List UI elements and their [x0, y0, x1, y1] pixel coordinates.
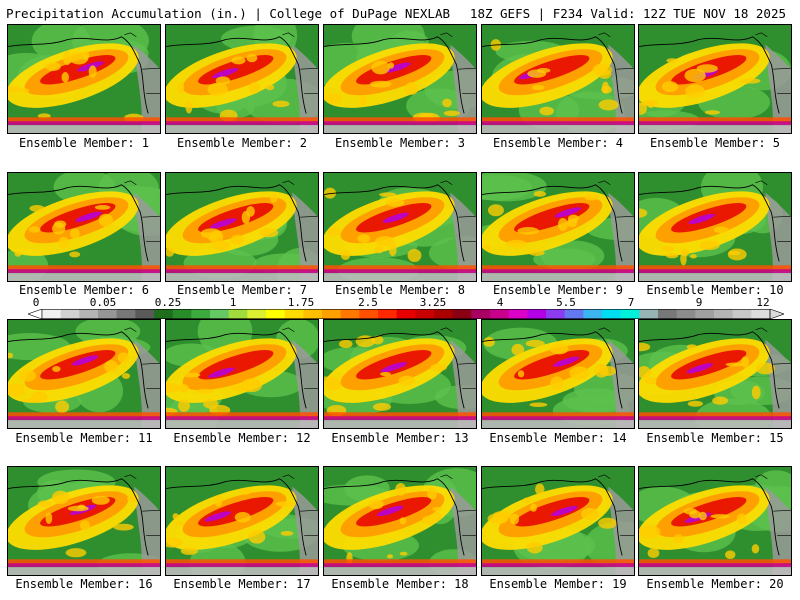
- colorbar-swatch: [583, 309, 603, 319]
- colorbar-swatch: [732, 309, 752, 319]
- colorbar-swatch: [154, 309, 174, 319]
- ensemble-member-label: Ensemble Member: 7: [176, 283, 308, 297]
- ensemble-member-label: Ensemble Member: 11: [15, 431, 153, 445]
- colorbar-swatch: [602, 309, 622, 319]
- ensemble-member-map-12: [165, 319, 319, 429]
- colorbar-swatch: [284, 309, 304, 319]
- colorbar-swatch: [564, 309, 584, 319]
- colorbar-tick-label: 0: [32, 296, 40, 309]
- ensemble-member-map-15: [638, 319, 792, 429]
- colorbar-swatch: [415, 309, 435, 319]
- colorbar-swatch: [135, 309, 155, 319]
- colorbar-min-arrow: [28, 309, 43, 319]
- ensemble-member-label: Ensemble Member: 9: [492, 283, 624, 297]
- colorbar-swatch: [508, 309, 528, 319]
- colorbar-swatch: [434, 309, 454, 319]
- ensemble-member-label: Ensemble Member: 15: [646, 431, 784, 445]
- ensemble-member-label: Ensemble Member: 12: [173, 431, 311, 445]
- colorbar-tick-label: 0.25: [154, 296, 182, 309]
- ensemble-member-label: Ensemble Member: 18: [331, 577, 469, 591]
- ensemble-member-map-6: [7, 172, 161, 282]
- ensemble-member-label: Ensemble Member: 2: [176, 136, 308, 150]
- ensemble-member-map-17: [165, 466, 319, 576]
- ensemble-member-map-20: [638, 466, 792, 576]
- colorbar-tick-label: 2.5: [358, 296, 378, 309]
- colorbar-swatch: [695, 309, 715, 319]
- colorbar-tick-label: 3.25: [419, 296, 447, 309]
- ensemble-member-label: Ensemble Member: 10: [646, 283, 784, 297]
- colorbar-tick-label: 0.05: [89, 296, 117, 309]
- colorbar-swatch: [303, 309, 323, 319]
- ensemble-member-map-2: [165, 24, 319, 134]
- colorbar-swatch: [378, 309, 398, 319]
- model-valid-time: 18Z GEFS | F234 Valid: 12Z TUE NOV 18 20…: [469, 6, 786, 21]
- colorbar-swatch: [340, 309, 360, 319]
- ensemble-member-map-8: [323, 172, 477, 282]
- colorbar-swatch: [490, 309, 510, 319]
- ensemble-member-map-14: [481, 319, 635, 429]
- ensemble-member-map-11: [7, 319, 161, 429]
- ensemble-member-label: Ensemble Member: 4: [492, 136, 624, 150]
- ensemble-member-label: Ensemble Member: 17: [173, 577, 311, 591]
- ensemble-member-map-4: [481, 24, 635, 134]
- colorbar-swatch: [247, 309, 267, 319]
- ensemble-member-label: Ensemble Member: 3: [334, 136, 466, 150]
- ensemble-member-map-16: [7, 466, 161, 576]
- colorbar-swatch: [676, 309, 696, 319]
- ensemble-member-label: Ensemble Member: 13: [331, 431, 469, 445]
- colorbar-swatch: [359, 309, 379, 319]
- colorbar-swatch: [42, 309, 62, 319]
- colorbar-tick-label: 1: [229, 296, 237, 309]
- colorbar-swatch: [471, 309, 491, 319]
- colorbar-swatch: [527, 309, 547, 319]
- colorbar-max-arrow: [769, 309, 784, 319]
- colorbar-swatch: [210, 309, 230, 319]
- colorbar-swatch: [228, 309, 248, 319]
- colorbar-tick-label: 12: [756, 296, 770, 309]
- colorbar-swatch: [546, 309, 566, 319]
- ensemble-member-map-3: [323, 24, 477, 134]
- colorbar-swatch: [172, 309, 192, 319]
- ensemble-member-map-19: [481, 466, 635, 576]
- colorbar-swatch: [452, 309, 472, 319]
- ensemble-member-label: Ensemble Member: 16: [15, 577, 153, 591]
- colorbar-swatch: [191, 309, 211, 319]
- colorbar-swatch: [79, 309, 99, 319]
- ensemble-member-map-18: [323, 466, 477, 576]
- ensemble-member-label: Ensemble Member: 8: [334, 283, 466, 297]
- colorbar-swatch: [322, 309, 342, 319]
- colorbar-swatch: [714, 309, 734, 319]
- ensemble-member-map-5: [638, 24, 792, 134]
- ensemble-member-map-1: [7, 24, 161, 134]
- ensemble-member-label: Ensemble Member: 19: [489, 577, 627, 591]
- colorbar-swatch: [620, 309, 640, 319]
- colorbar-swatch: [396, 309, 416, 319]
- ensemble-member-label: Ensemble Member: 5: [649, 136, 781, 150]
- colorbar-swatch: [116, 309, 136, 319]
- colorbar-tick-label: 4: [496, 296, 504, 309]
- chart-title: Precipitation Accumulation (in.) | Colle…: [6, 6, 451, 21]
- colorbar-swatch: [639, 309, 659, 319]
- colorbar-swatch: [266, 309, 286, 319]
- colorbar-outline: [41, 309, 771, 319]
- colorbar-tick-label: 5.5: [556, 296, 576, 309]
- ensemble-member-label: Ensemble Member: 14: [489, 431, 627, 445]
- ensemble-member-map-7: [165, 172, 319, 282]
- colorbar-tick-label: 9: [695, 296, 703, 309]
- colorbar-swatch: [751, 309, 771, 319]
- ensemble-member-map-10: [638, 172, 792, 282]
- colorbar-tick-label: 1.75: [287, 296, 315, 309]
- ensemble-member-label: Ensemble Member: 6: [18, 283, 150, 297]
- colorbar-swatch: [98, 309, 118, 319]
- ensemble-member-map-13: [323, 319, 477, 429]
- colorbar-swatch: [658, 309, 678, 319]
- colorbar: [28, 309, 784, 319]
- colorbar-swatch: [60, 309, 80, 319]
- ensemble-member-label: Ensemble Member: 1: [18, 136, 150, 150]
- ensemble-member-label: Ensemble Member: 20: [646, 577, 784, 591]
- colorbar-tick-label: 7: [627, 296, 635, 309]
- ensemble-member-map-9: [481, 172, 635, 282]
